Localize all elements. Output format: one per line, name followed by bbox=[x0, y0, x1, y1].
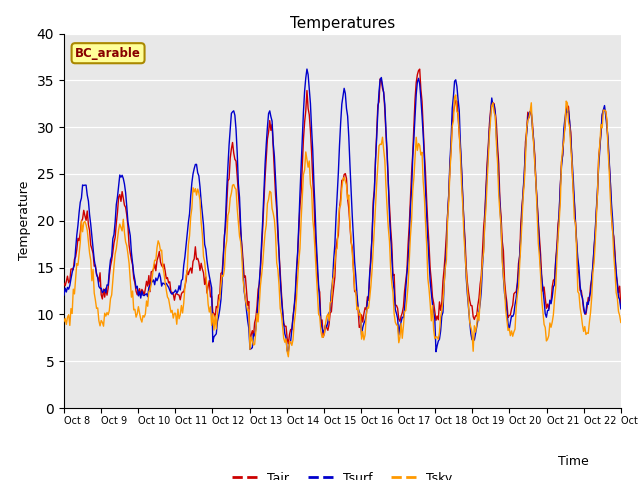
Text: Time: Time bbox=[558, 455, 589, 468]
Y-axis label: Temperature: Temperature bbox=[18, 181, 31, 261]
Legend: Tair, Tsurf, Tsky: Tair, Tsurf, Tsky bbox=[227, 467, 458, 480]
Text: BC_arable: BC_arable bbox=[75, 47, 141, 60]
Title: Temperatures: Temperatures bbox=[290, 16, 395, 31]
